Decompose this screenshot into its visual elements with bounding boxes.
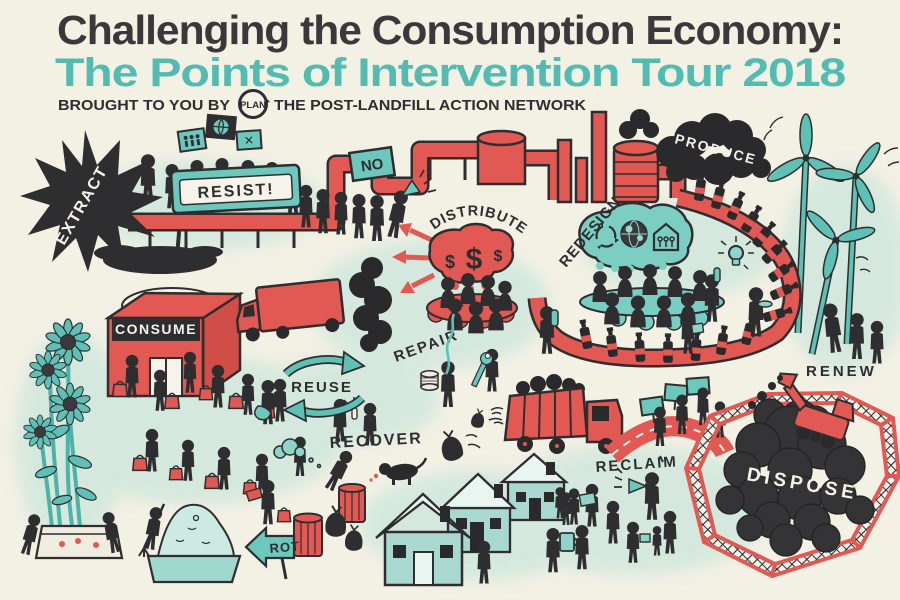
teal-bottle bbox=[550, 309, 559, 327]
rot-scene: ROT bbox=[138, 503, 301, 584]
poster-title: Challenging the Consumption Economy: bbox=[57, 7, 843, 53]
header: Challenging the Consumption Economy: The… bbox=[55, 7, 847, 119]
wind-turbine-erected bbox=[806, 210, 876, 355]
boiler-smoke bbox=[619, 109, 659, 139]
distribute-arrows bbox=[392, 223, 436, 293]
distribute-blob bbox=[428, 222, 515, 284]
teal-jug bbox=[559, 532, 578, 552]
consume-label: CONSUME bbox=[115, 321, 197, 337]
waste-transport-scene bbox=[436, 374, 624, 465]
house bbox=[375, 492, 471, 587]
thread-spool bbox=[420, 370, 439, 391]
byline-org: THE POST-LANDFILL ACTION NETWORK bbox=[274, 97, 586, 114]
no-protest-scene: NO bbox=[299, 145, 437, 241]
recover-scene: RECOVER bbox=[245, 430, 423, 557]
globe-icon bbox=[620, 220, 648, 248]
sign-globe bbox=[205, 113, 237, 141]
sign-x: ✕ bbox=[235, 129, 263, 151]
consume-sign bbox=[112, 317, 200, 341]
wrench-icon bbox=[470, 351, 494, 388]
sign-x-glyph: ✕ bbox=[244, 133, 255, 148]
bulldozer bbox=[777, 372, 855, 449]
byline-prefix: BROUGHT TO YOU BY bbox=[58, 97, 230, 114]
extract-splat bbox=[20, 130, 163, 272]
teal-tray bbox=[757, 300, 773, 308]
extract-scene: EXTRACT bbox=[20, 130, 163, 272]
poster-subtitle: The Points of Intervention Tour 2018 bbox=[55, 51, 846, 95]
road-scene bbox=[605, 376, 735, 463]
dark-tree bbox=[349, 257, 392, 352]
wind-turbine bbox=[763, 113, 846, 334]
plan-logo-text: PLAN bbox=[240, 100, 266, 111]
no-label: NO bbox=[360, 155, 385, 175]
red-dustpan bbox=[245, 487, 263, 502]
rot-sign: ROT bbox=[244, 525, 301, 580]
produce-smoke-cloud bbox=[656, 113, 771, 185]
scavenging-animal bbox=[369, 457, 428, 485]
reuse-scene: REUSE bbox=[254, 350, 366, 425]
factory-scene: PRODUCE bbox=[556, 109, 771, 204]
recycle-icon bbox=[595, 222, 619, 249]
dollar-sign: $ bbox=[494, 248, 503, 265]
plan-logo: PLAN bbox=[238, 89, 270, 119]
megaphone-icon bbox=[397, 179, 422, 201]
conveyor bbox=[527, 170, 802, 368]
garbage-truck bbox=[488, 374, 624, 454]
renew-scene: RENEW bbox=[806, 302, 884, 380]
reuse-label: REUSE bbox=[291, 379, 353, 396]
pipeline-tank bbox=[476, 129, 527, 186]
reclaim-label: RECLAIM bbox=[595, 453, 678, 476]
dollar-sign: $ bbox=[466, 243, 483, 276]
trash-can bbox=[338, 483, 366, 523]
raised-teal-bottle bbox=[713, 267, 721, 283]
recover-label: RECOVER bbox=[329, 430, 423, 452]
wind-turbines bbox=[763, 113, 900, 355]
lightbulb-icon bbox=[718, 236, 754, 270]
resist-scene: ✕ RESIST! bbox=[140, 113, 303, 215]
trash-can bbox=[293, 512, 323, 557]
rot-label: ROT bbox=[269, 538, 301, 556]
house bbox=[498, 452, 570, 522]
house-icon bbox=[652, 222, 680, 252]
dollar-sign: $ bbox=[445, 252, 455, 272]
thread-ribbon bbox=[444, 313, 456, 375]
megaphone-icon bbox=[628, 477, 650, 495]
teal-flyer bbox=[578, 491, 597, 507]
landfill-fence bbox=[683, 390, 900, 579]
boiler bbox=[612, 139, 660, 204]
reclaim-scene: RECLAIM bbox=[546, 453, 678, 573]
renew-label: RENEW bbox=[806, 363, 877, 380]
neighborhood bbox=[369, 452, 580, 587]
no-sign: NO bbox=[347, 145, 397, 183]
teal-booklet bbox=[639, 533, 651, 543]
dispose-scene: DISPOSE bbox=[683, 372, 900, 579]
sign-people bbox=[176, 127, 208, 153]
resist-banner: RESIST! bbox=[169, 163, 303, 215]
thought-cloud bbox=[273, 438, 322, 469]
wind-turbine bbox=[815, 142, 900, 345]
redesign-scene: REDESIGN bbox=[556, 193, 773, 354]
consume-scene: CONSUME bbox=[103, 257, 392, 495]
delivery-truck bbox=[235, 278, 346, 342]
teal-cloth bbox=[254, 405, 272, 421]
resist-label: RESIST! bbox=[197, 181, 275, 202]
teal-clipboard bbox=[690, 322, 705, 335]
compost-mound bbox=[156, 503, 236, 557]
garden-scene bbox=[19, 318, 124, 560]
